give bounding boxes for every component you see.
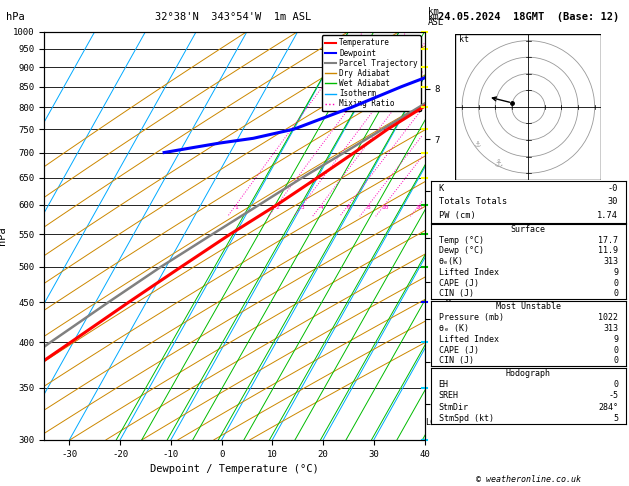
Text: SREH: SREH [438, 391, 459, 400]
Text: CIN (J): CIN (J) [438, 290, 474, 298]
Text: Pressure (mb): Pressure (mb) [438, 312, 504, 322]
Legend: Temperature, Dewpoint, Parcel Trajectory, Dry Adiabat, Wet Adiabat, Isotherm, Mi: Temperature, Dewpoint, Parcel Trajectory… [321, 35, 421, 111]
Text: Surface: Surface [511, 225, 546, 234]
Text: 0: 0 [613, 356, 618, 365]
Text: 16: 16 [416, 205, 423, 210]
Text: 313: 313 [603, 324, 618, 333]
Text: hPa: hPa [6, 12, 25, 22]
Text: 4: 4 [320, 205, 323, 210]
Text: CIN (J): CIN (J) [438, 356, 474, 365]
Text: 10: 10 [381, 205, 388, 210]
Text: -5: -5 [608, 391, 618, 400]
Text: 24.05.2024  18GMT  (Base: 12): 24.05.2024 18GMT (Base: 12) [438, 12, 619, 22]
Text: km: km [428, 12, 440, 22]
Text: 0: 0 [613, 380, 618, 389]
Text: 5: 5 [613, 414, 618, 423]
Text: 6: 6 [347, 205, 350, 210]
Text: Temp (°C): Temp (°C) [438, 236, 484, 244]
Text: θₑ(K): θₑ(K) [438, 257, 464, 266]
Text: 9: 9 [613, 268, 618, 277]
Text: LCL: LCL [425, 418, 440, 427]
Text: 17.7: 17.7 [598, 236, 618, 244]
Text: Lifted Index: Lifted Index [438, 334, 499, 344]
Text: ⚓: ⚓ [476, 139, 481, 149]
Text: K: K [438, 184, 444, 192]
Text: 1022: 1022 [598, 312, 618, 322]
Text: CAPE (J): CAPE (J) [438, 346, 479, 355]
Text: 30: 30 [608, 197, 618, 207]
Text: CAPE (J): CAPE (J) [438, 279, 479, 288]
Text: 11.9: 11.9 [598, 246, 618, 256]
Text: 0: 0 [613, 279, 618, 288]
Text: 8: 8 [367, 205, 370, 210]
Text: StmDir: StmDir [438, 402, 469, 412]
Text: θₑ (K): θₑ (K) [438, 324, 469, 333]
Text: 32°38'N  343°54'W  1m ASL: 32°38'N 343°54'W 1m ASL [155, 12, 311, 22]
Text: EH: EH [438, 380, 448, 389]
Text: 0: 0 [613, 290, 618, 298]
Text: 9: 9 [613, 334, 618, 344]
Text: 3: 3 [301, 205, 304, 210]
Text: Dewp (°C): Dewp (°C) [438, 246, 484, 256]
Text: 1: 1 [234, 205, 238, 210]
Text: Totals Totals: Totals Totals [438, 197, 507, 207]
Text: Hodograph: Hodograph [506, 369, 551, 378]
Text: ⚓: ⚓ [495, 156, 503, 170]
Text: Mixing Ratio (g/kg): Mixing Ratio (g/kg) [445, 225, 454, 312]
Text: StmSpd (kt): StmSpd (kt) [438, 414, 494, 423]
Text: 2: 2 [276, 205, 279, 210]
Text: kt: kt [459, 35, 469, 44]
Text: Most Unstable: Most Unstable [496, 302, 561, 311]
Text: 313: 313 [603, 257, 618, 266]
Text: © weatheronline.co.uk: © weatheronline.co.uk [476, 474, 581, 484]
Y-axis label: hPa: hPa [0, 226, 8, 245]
Text: PW (cm): PW (cm) [438, 211, 476, 220]
Text: km
ASL: km ASL [428, 7, 444, 27]
X-axis label: Dewpoint / Temperature (°C): Dewpoint / Temperature (°C) [150, 464, 319, 474]
Text: 1.74: 1.74 [597, 211, 618, 220]
Text: Lifted Index: Lifted Index [438, 268, 499, 277]
Text: -0: -0 [608, 184, 618, 192]
Text: 284°: 284° [598, 402, 618, 412]
Text: 0: 0 [613, 346, 618, 355]
